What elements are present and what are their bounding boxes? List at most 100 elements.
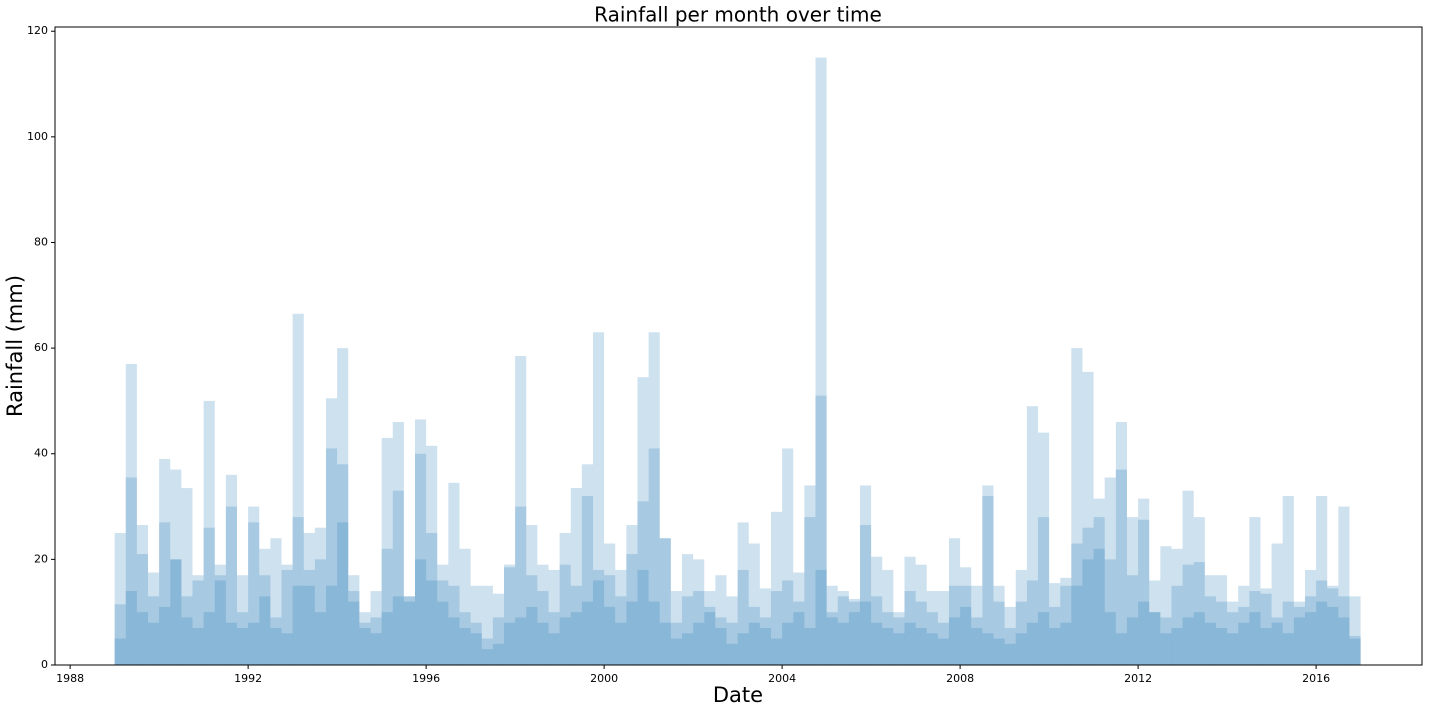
bar — [859, 485, 872, 665]
bar — [325, 398, 338, 665]
bar — [782, 622, 794, 665]
bar — [871, 622, 883, 665]
bar — [1004, 643, 1016, 665]
bar — [503, 567, 516, 665]
bar — [570, 612, 582, 665]
bar — [1093, 498, 1105, 665]
bar — [1316, 601, 1328, 665]
bar — [281, 564, 293, 665]
bar — [726, 643, 738, 665]
bar — [481, 585, 493, 665]
bar — [659, 538, 671, 665]
bar — [370, 617, 382, 665]
bar — [515, 617, 527, 665]
x-tick-label: 1988 — [56, 672, 84, 685]
bar — [693, 559, 705, 665]
y-tick-label: 100 — [27, 130, 48, 143]
bar — [926, 591, 938, 665]
bar — [1115, 422, 1127, 665]
bar — [693, 591, 705, 665]
bar — [859, 601, 872, 665]
bar — [526, 525, 538, 665]
bar — [170, 559, 182, 665]
bar — [637, 569, 649, 665]
bar — [236, 612, 249, 665]
bar — [281, 633, 293, 665]
bar — [948, 538, 961, 665]
bar — [648, 448, 660, 665]
bar — [1227, 601, 1239, 665]
bar — [592, 332, 605, 665]
bar — [971, 585, 983, 665]
bar — [503, 622, 516, 665]
bar — [359, 612, 371, 665]
bar — [225, 622, 237, 665]
bar — [626, 525, 638, 665]
bar — [1327, 606, 1339, 665]
bar — [170, 559, 182, 665]
bar — [681, 596, 694, 665]
bar — [915, 564, 927, 665]
y-tick-label: 60 — [34, 341, 48, 354]
bar — [737, 569, 749, 665]
bar — [437, 601, 449, 665]
bar — [1215, 575, 1228, 665]
bar — [214, 580, 226, 665]
bar — [159, 606, 171, 665]
bar — [1304, 612, 1317, 665]
bar — [1037, 612, 1050, 665]
bar — [526, 606, 538, 665]
bar — [1049, 606, 1061, 665]
bar — [270, 617, 282, 665]
bar — [1249, 612, 1261, 665]
bar — [1293, 601, 1305, 665]
bar — [759, 588, 771, 665]
bar — [971, 628, 983, 665]
bar — [670, 622, 682, 665]
bar — [492, 643, 504, 665]
bar — [793, 572, 805, 665]
bar — [370, 591, 382, 665]
bar — [793, 601, 805, 665]
bar — [281, 569, 293, 665]
bar — [826, 612, 838, 665]
bar — [1282, 495, 1294, 665]
bar — [1126, 575, 1139, 665]
bar — [693, 622, 705, 665]
bar — [748, 543, 760, 665]
y-tick-label: 0 — [41, 658, 48, 671]
x-tick-label: 1996 — [412, 672, 440, 685]
bar — [370, 633, 382, 665]
bar — [1138, 498, 1150, 665]
bar — [982, 485, 994, 665]
bar — [1182, 490, 1194, 665]
bar — [192, 575, 204, 665]
bar — [726, 622, 738, 665]
bar — [1260, 628, 1272, 665]
bar — [481, 649, 493, 665]
bar — [615, 569, 627, 665]
bar — [381, 437, 393, 665]
bar — [1238, 622, 1250, 665]
bar — [337, 348, 349, 665]
bar — [1215, 601, 1228, 665]
bar — [1327, 585, 1339, 665]
bar — [1060, 585, 1072, 665]
bar — [236, 575, 249, 665]
bar — [459, 612, 471, 665]
bar — [414, 419, 427, 665]
bar — [848, 601, 860, 665]
bar — [437, 580, 449, 665]
bar — [381, 612, 393, 665]
bar — [704, 612, 716, 665]
bar — [904, 556, 916, 665]
bar — [426, 445, 438, 665]
bar — [1171, 628, 1183, 665]
bar — [804, 517, 816, 665]
bar — [392, 422, 404, 665]
bar — [759, 617, 771, 665]
bar — [748, 622, 760, 665]
bar — [515, 506, 527, 665]
bar — [537, 564, 549, 665]
